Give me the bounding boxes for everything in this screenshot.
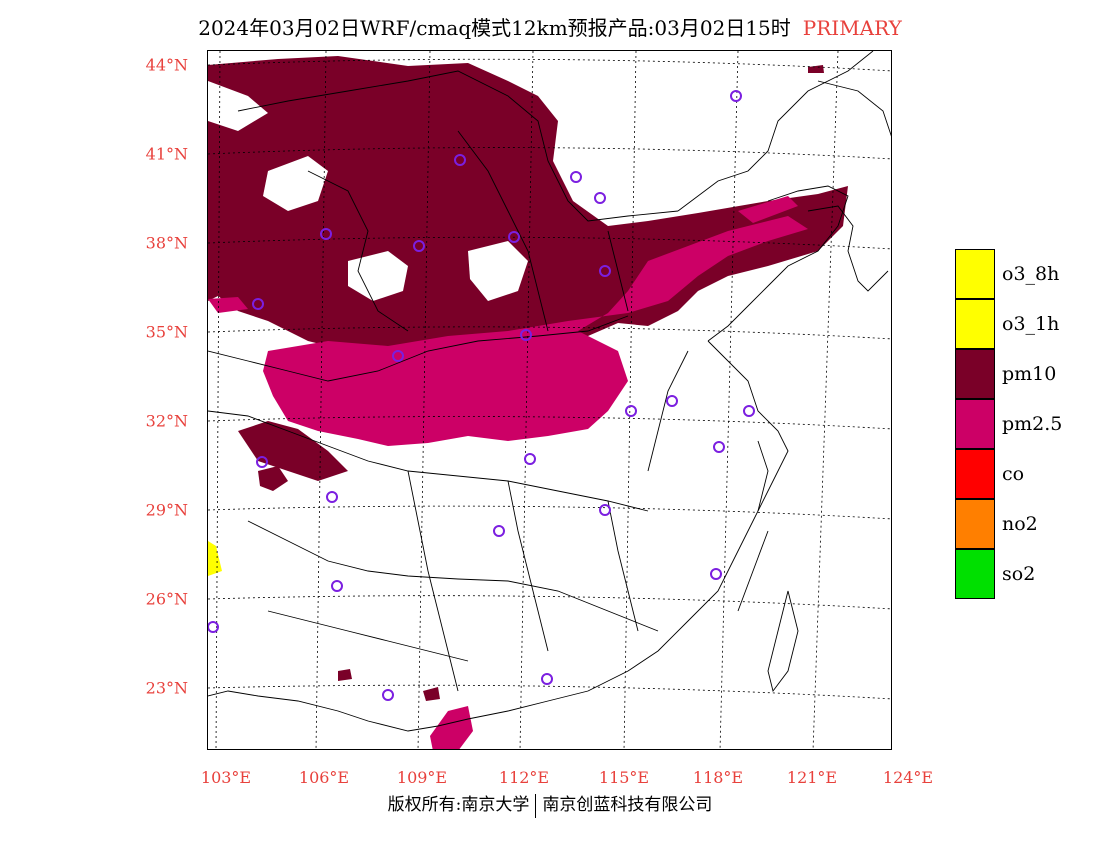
footer-separator xyxy=(535,793,537,818)
lat-label-41: 41°N xyxy=(145,144,188,164)
legend-label: pm10 xyxy=(1002,363,1057,385)
province-boundaries xyxy=(208,51,891,732)
lat-label-29: 29°N xyxy=(145,500,188,520)
lon-label-112: 112°E xyxy=(498,768,550,787)
map-panel xyxy=(207,50,892,750)
lat-label-26: 26°N xyxy=(145,589,188,609)
legend-swatch xyxy=(955,249,995,299)
lon-label-124: 124°E xyxy=(882,768,934,787)
lon-label-103: 103°E xyxy=(200,768,252,787)
pm10-region xyxy=(208,56,848,701)
legend-label: so2 xyxy=(1002,563,1036,585)
legend-label: co xyxy=(1002,463,1025,485)
map-canvas xyxy=(208,51,891,749)
legend-swatch xyxy=(955,449,995,499)
footer-right: 南京创蓝科技有限公司 xyxy=(542,795,713,815)
legend-label: no2 xyxy=(1002,513,1038,535)
legend-swatch xyxy=(955,399,995,449)
lat-label-38: 38°N xyxy=(145,233,188,253)
map-title: 2024年03月02日WRF/cmaq模式12km预报产品:03月02日15时 P… xyxy=(0,12,1100,41)
lat-label-23: 23°N xyxy=(145,678,188,698)
primary-tag: PRIMARY xyxy=(802,16,902,40)
graticule xyxy=(208,51,891,749)
footer-left: 版权所有:南京大学 xyxy=(387,795,530,815)
lon-label-115: 115°E xyxy=(598,768,650,787)
legend-label: o3_1h xyxy=(1002,313,1060,335)
legend-swatch xyxy=(955,349,995,399)
lon-label-121: 121°E xyxy=(786,768,838,787)
map-title-text: 2024年03月02日WRF/cmaq模式12km预报产品:03月02日15时 xyxy=(198,16,791,40)
legend-swatch xyxy=(955,499,995,549)
station-markers xyxy=(208,90,755,701)
legend-label: o3_8h xyxy=(1002,263,1060,285)
legend-label: pm2.5 xyxy=(1002,413,1063,435)
lon-label-109: 109°E xyxy=(396,768,448,787)
legend-swatch xyxy=(955,549,995,599)
lat-label-32: 32°N xyxy=(145,411,188,431)
lon-label-106: 106°E xyxy=(298,768,350,787)
lat-label-44: 44°N xyxy=(145,55,188,75)
footer: 版权所有:南京大学 南京创蓝科技有限公司 xyxy=(0,790,1100,818)
lat-label-35: 35°N xyxy=(145,322,188,342)
lon-label-118: 118°E xyxy=(692,768,744,787)
legend-swatch xyxy=(955,299,995,349)
o3-patch xyxy=(208,541,222,576)
pm25-region xyxy=(208,196,808,749)
